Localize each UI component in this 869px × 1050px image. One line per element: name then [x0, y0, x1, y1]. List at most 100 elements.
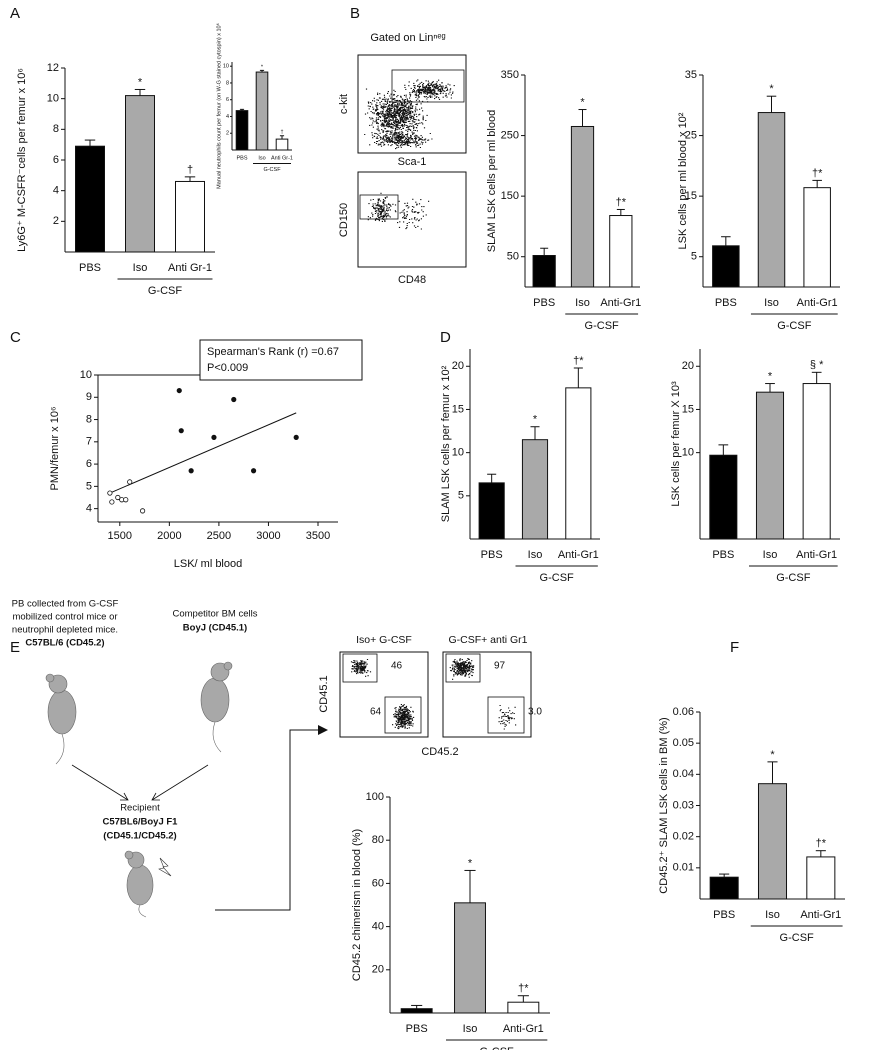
x-tick-label: PBS [406, 1023, 428, 1035]
x-tick-label: Iso [463, 1023, 478, 1035]
diagram-text: PB collected from G-CSF [12, 599, 119, 610]
bar [532, 255, 556, 288]
y-axis-label: CD45.2 chimerism in blood (%) [351, 829, 363, 981]
annotation: * [770, 749, 775, 761]
annotation: * [261, 64, 264, 70]
annotation: * [768, 370, 773, 382]
x-tick-label: Anti-Gr1 [800, 909, 841, 921]
arrow [71, 764, 129, 801]
y-axis-label: SLAM LSK cells per femur x 10² [440, 365, 452, 522]
flow-gate [359, 194, 399, 220]
bar [803, 187, 831, 288]
flow-gate [342, 653, 378, 683]
point [293, 434, 299, 440]
bar [570, 125, 595, 288]
group-label: G-CSF [263, 167, 281, 173]
flow-frame [339, 651, 429, 738]
diagram-text: (CD45.1/CD45.2) [103, 831, 176, 842]
diagram-text: C57BL/6 (CD45.2) [25, 638, 104, 649]
x-tick-label: PBS [712, 549, 734, 561]
panel-letter: D [440, 329, 451, 346]
y-tick-label: 0.02 [673, 831, 694, 843]
y-tick-label: 4 [226, 114, 229, 120]
bar [609, 215, 633, 288]
point [178, 428, 184, 434]
y-tick-label: 80 [372, 834, 384, 846]
fit-line [109, 412, 297, 494]
mouse-icon [45, 673, 77, 765]
group-label: G-CSF [585, 320, 620, 332]
flow-dots [449, 658, 517, 730]
flow-axis-label: CD48 [398, 274, 426, 286]
bar [255, 71, 269, 151]
panel-letter: B [350, 5, 360, 22]
x-tick-label: PBS [481, 549, 503, 561]
annotation: †* [812, 167, 823, 179]
group-label: G-CSF [480, 1046, 515, 1050]
annotation: † [187, 164, 193, 176]
y-axis-label: SLAM LSK cells per ml blood [486, 110, 498, 252]
y-tick-label: 8 [53, 123, 59, 135]
y-tick-label: 15 [452, 403, 464, 415]
diagram-text: mobilized control mice or [12, 612, 117, 623]
bar [565, 387, 592, 540]
y-tick-label: 6 [86, 458, 92, 470]
x-tick-label: Anti-Gr1 [797, 297, 838, 309]
x-tick-label: PBS [533, 297, 555, 309]
x-tick-label: 3000 [256, 530, 280, 542]
x-axis-label: LSK/ ml blood [174, 558, 242, 570]
y-tick-label: 10 [682, 447, 694, 459]
x-tick-label: Iso [575, 297, 590, 309]
stat-text: P<0.009 [207, 362, 248, 374]
arrow [215, 729, 318, 911]
x-tick-label: Iso [528, 549, 543, 561]
y-tick-label: 2 [53, 215, 59, 227]
x-tick-label: PBS [236, 155, 247, 161]
y-axis-label: LSK cells per femur X 10³ [670, 381, 682, 507]
annotation: †* [518, 983, 529, 995]
x-tick-label: Anti-Gr1 [558, 549, 599, 561]
y-tick-label: 4 [86, 503, 92, 515]
flow-gate [384, 696, 422, 734]
x-tick-label: Anti Gr-1 [168, 262, 212, 274]
x-tick-label: Iso [258, 155, 265, 161]
flow-dots [367, 192, 430, 230]
mouse-icon [124, 850, 172, 918]
y-axis-label: LSK cells per ml blood x 10² [677, 112, 689, 249]
x-tick-label: 2500 [207, 530, 231, 542]
y-tick-label: 12 [47, 62, 59, 74]
x-tick-label: Iso [763, 549, 778, 561]
y-tick-label: 6 [53, 154, 59, 166]
point [115, 494, 121, 501]
x-tick-label: 2000 [157, 530, 181, 542]
y-tick-label: 35 [685, 69, 697, 81]
y-tick-label: 40 [372, 921, 384, 933]
y-tick-label: 100 [366, 791, 384, 803]
point [139, 508, 146, 514]
y-tick-label: 0.01 [673, 862, 694, 874]
x-tick-label: Iso [765, 909, 780, 921]
stat-text: Spearman's Rank (r) =0.67 [207, 346, 339, 358]
y-tick-label: 5 [86, 480, 92, 492]
annotation: †* [616, 196, 627, 208]
x-tick-label: Anti-Gr1 [503, 1023, 544, 1035]
y-tick-label: 15 [682, 403, 694, 415]
annotation: * [468, 857, 473, 869]
diagram-text: Competitor BM cells [173, 609, 258, 620]
bar [709, 454, 738, 540]
flow-title: G-CSF+ anti Gr1 [448, 634, 527, 646]
bar [478, 482, 505, 540]
x-tick-label: Iso [764, 297, 779, 309]
annotation: * [580, 96, 585, 108]
gate-value: 64 [370, 707, 382, 718]
stat-box [199, 339, 363, 381]
y-axis-label: Ly6G⁺ M-CSFR⁻cells per femur x 10⁶ [16, 68, 28, 252]
gate-value: 3.0 [528, 707, 542, 718]
flow-axis-label: CD150 [338, 203, 350, 237]
y-tick-label: 25 [685, 129, 697, 141]
y-tick-label: 0.03 [673, 799, 694, 811]
point [123, 497, 129, 503]
bar [757, 112, 786, 288]
bar [755, 391, 785, 540]
x-tick-label: PBS [79, 262, 101, 274]
